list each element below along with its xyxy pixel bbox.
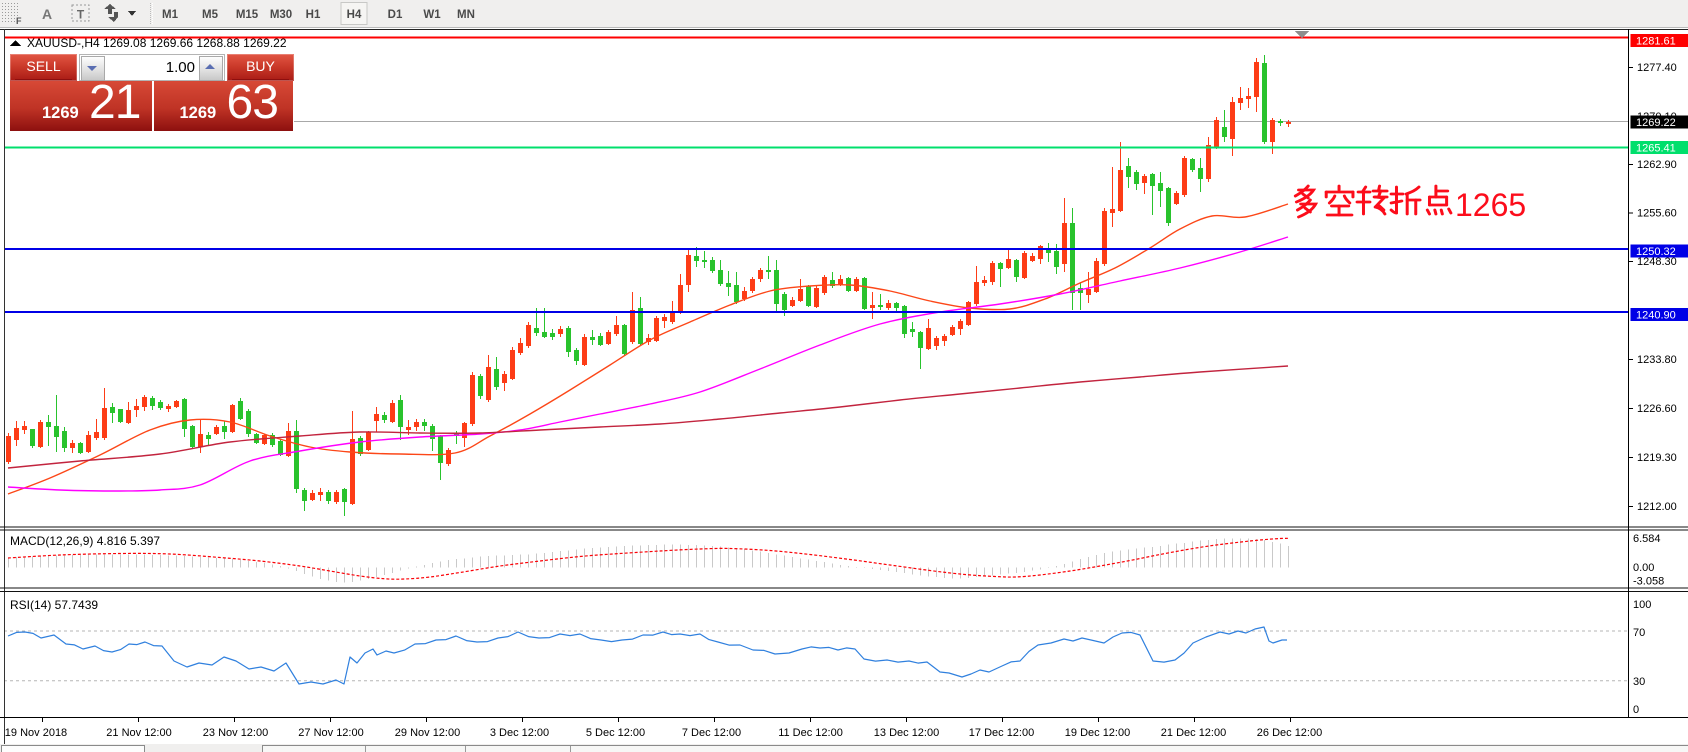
svg-text:1262.90: 1262.90 [1637,159,1677,171]
svg-text:29 Nov 12:00: 29 Nov 12:00 [395,727,460,739]
svg-text:23 Nov 12:00: 23 Nov 12:00 [203,727,268,739]
svg-text:19 Dec 12:00: 19 Dec 12:00 [1065,727,1130,739]
svg-text:1219.30: 1219.30 [1637,452,1677,464]
svg-text:1250.32: 1250.32 [1636,246,1676,258]
svg-text:1255.60: 1255.60 [1637,208,1677,220]
svg-text:5 Dec 12:00: 5 Dec 12:00 [586,727,645,739]
svg-text:6.584: 6.584 [1633,533,1661,545]
svg-text:17 Dec 12:00: 17 Dec 12:00 [969,727,1034,739]
svg-text:70: 70 [1633,627,1645,639]
svg-text:11 Dec 12:00: 11 Dec 12:00 [778,727,843,739]
svg-text:13 Dec 12:00: 13 Dec 12:00 [874,727,939,739]
svg-text:26 Dec 12:00: 26 Dec 12:00 [1257,727,1322,739]
svg-text:RSI(14) 57.7439: RSI(14) 57.7439 [10,598,98,612]
svg-text:M15: M15 [236,9,259,21]
svg-text:A: A [42,6,52,22]
svg-text:T: T [77,8,85,22]
svg-text:M1: M1 [162,9,179,21]
svg-text:0: 0 [1633,704,1639,716]
svg-text:1265.41: 1265.41 [1636,143,1676,155]
svg-text:21 Nov 12:00: 21 Nov 12:00 [106,727,171,739]
svg-text:1233.80: 1233.80 [1637,354,1677,366]
svg-text:30: 30 [1633,676,1645,688]
svg-text:1248.30: 1248.30 [1637,256,1677,268]
svg-text:1226.60: 1226.60 [1637,403,1677,415]
svg-text:D1: D1 [388,9,403,21]
svg-text:1277.40: 1277.40 [1637,62,1677,74]
svg-text:3 Dec 12:00: 3 Dec 12:00 [490,727,549,739]
svg-text:XAUUSD-,H4 1269.08 1269.66 1: XAUUSD-,H4 1269.08 1269.66 1268.88 1269.… [27,36,287,50]
svg-text:1281.61: 1281.61 [1636,35,1676,47]
svg-text:21 Dec 12:00: 21 Dec 12:00 [1161,727,1226,739]
svg-text:7 Dec 12:00: 7 Dec 12:00 [682,727,741,739]
svg-text:-3.058: -3.058 [1633,576,1664,588]
svg-text:0.00: 0.00 [1633,562,1654,574]
svg-text:MN: MN [457,9,475,21]
svg-text:100: 100 [1633,599,1651,611]
svg-text:1240.90: 1240.90 [1636,309,1676,321]
svg-text:1212.00: 1212.00 [1637,501,1677,513]
svg-text:H1: H1 [306,9,321,21]
svg-text:MACD(12,26,9) 4.816 5.397: MACD(12,26,9) 4.816 5.397 [10,534,160,548]
svg-text:19 Nov 2018: 19 Nov 2018 [5,727,67,739]
svg-text:W1: W1 [423,9,441,21]
svg-text:1269.22: 1269.22 [1636,117,1676,129]
svg-text:H4: H4 [347,9,362,21]
svg-text:27 Nov 12:00: 27 Nov 12:00 [298,727,363,739]
svg-text:M5: M5 [202,9,219,21]
svg-text:F: F [16,16,22,26]
svg-text:M30: M30 [270,9,292,21]
svg-text:1265: 1265 [1455,187,1526,223]
